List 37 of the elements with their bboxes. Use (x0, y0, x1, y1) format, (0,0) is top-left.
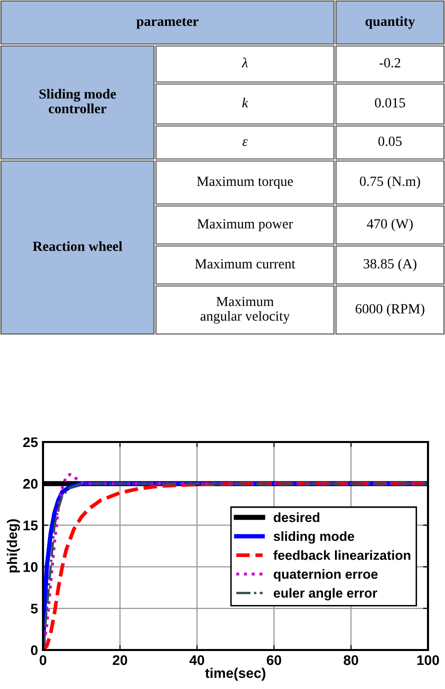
x-tick-label: 80 (344, 655, 358, 666)
y-tick-label: 5 (30, 604, 38, 614)
x-tick-label: 0 (40, 655, 46, 666)
y-tick-label: 0 (30, 645, 38, 656)
x-axis-title: time(sec) (205, 668, 266, 681)
text: 0.015 (374, 98, 406, 108)
text: Sliding mode controller (39, 88, 116, 114)
text: λ (242, 58, 248, 68)
y-axis-title: phi(deg) (6, 519, 20, 572)
legend-label: quaternion erroe (274, 569, 378, 582)
legend-label: euler angle error (274, 588, 378, 600)
text: parameter (136, 18, 198, 29)
y-tick-label: 25 (23, 437, 38, 448)
legend-label: feedback linearization (273, 550, 410, 560)
text: 0.75 (N.m) (360, 176, 420, 189)
text: -0.2 (380, 58, 400, 68)
legend-label: sliding mode (274, 531, 354, 544)
x-tick-label: 20 (112, 655, 128, 666)
x-tick-label: 40 (189, 655, 204, 666)
y-tick-label: 20 (23, 478, 38, 489)
y-tick-label: 10 (24, 562, 38, 572)
text: 6000 (RPM) (356, 304, 424, 316)
text: Maximum current (195, 259, 296, 268)
text: k (242, 98, 248, 108)
x-tick-label: 100 (417, 655, 440, 666)
text: ε (242, 139, 248, 146)
legend-label: desired (274, 512, 320, 522)
text: 0.05 (378, 136, 402, 146)
text: 470 (W) (366, 218, 413, 232)
y-tick-label: 15 (24, 520, 38, 530)
text: quantity (365, 16, 415, 29)
text: Reaction wheel (32, 241, 122, 251)
text: Maximum torque (196, 176, 293, 189)
text: 38.85 (A) (364, 258, 416, 272)
text: Maximum power (197, 219, 293, 232)
text: Maximum angular velocity (200, 296, 290, 324)
x-tick-label: 60 (266, 655, 282, 666)
